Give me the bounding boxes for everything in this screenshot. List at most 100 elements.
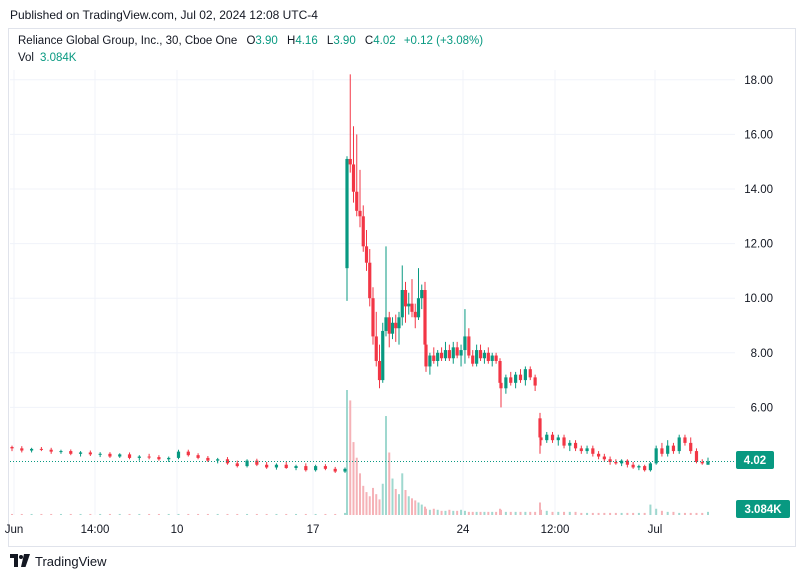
volume-bar xyxy=(255,513,258,515)
candle-body xyxy=(10,446,14,449)
price-tick-label: 16.00 xyxy=(744,129,773,141)
volume-bar xyxy=(707,511,709,515)
candle-body xyxy=(274,464,279,468)
volume-bar xyxy=(539,502,541,515)
volume-bar xyxy=(534,511,537,515)
candle-body xyxy=(494,355,498,361)
candle-body xyxy=(88,452,92,455)
candle-body xyxy=(413,311,417,318)
volume-bar xyxy=(467,511,470,515)
volume-bar xyxy=(491,511,494,515)
volume-bar xyxy=(620,512,623,515)
volume-bar xyxy=(591,512,594,515)
time-axis: Jun 14:00 10 17 24 12:00 Jul xyxy=(5,524,663,536)
candle-body xyxy=(265,464,269,468)
candle-body xyxy=(394,322,398,329)
candle-body xyxy=(573,442,578,449)
volume-bar xyxy=(425,508,427,515)
candle-body xyxy=(568,442,572,446)
candle-body xyxy=(118,454,122,457)
volume-bar xyxy=(89,513,92,515)
volume-bar xyxy=(411,498,413,515)
candle-body xyxy=(533,377,537,386)
volume-bar xyxy=(500,509,502,515)
volume-bar xyxy=(519,511,522,515)
candle-body xyxy=(539,437,543,441)
volume-bar xyxy=(524,511,527,515)
volume-bar xyxy=(157,513,160,515)
candle-body xyxy=(428,355,432,367)
chart-frame xyxy=(8,28,796,547)
volume-bar xyxy=(50,513,53,515)
candle-body xyxy=(700,462,704,464)
candle-body xyxy=(504,377,508,389)
candle-body xyxy=(29,448,34,451)
volume-bar xyxy=(79,513,82,515)
volume-bar xyxy=(563,511,566,515)
candle-body xyxy=(677,437,681,452)
candle-body xyxy=(509,377,513,383)
volume-bar xyxy=(452,510,455,515)
candle-body xyxy=(381,330,385,381)
volume-bar xyxy=(138,513,141,515)
candle-body xyxy=(614,462,618,464)
candle-body xyxy=(176,451,181,458)
candle-body xyxy=(407,303,411,307)
volume-bar xyxy=(529,511,532,515)
volume-bar xyxy=(148,513,151,515)
candle-body xyxy=(371,298,375,337)
volume-bar xyxy=(614,512,617,515)
volume-bar xyxy=(40,513,43,515)
published-header: Published on TradingView.com, Jul 02, 20… xyxy=(10,8,318,22)
volume-bar xyxy=(334,513,337,515)
axis-badges: 4.02 3.084K xyxy=(736,451,790,518)
candle-body xyxy=(694,451,699,462)
volume-bar xyxy=(359,473,361,515)
volume-bar xyxy=(314,513,317,515)
candle-body xyxy=(20,448,24,451)
volume-bar xyxy=(352,442,355,515)
volume-bar xyxy=(448,509,451,515)
volume-bar xyxy=(487,511,490,515)
candle-body xyxy=(424,344,428,367)
candle-body xyxy=(518,374,523,381)
volume-bar xyxy=(509,511,512,515)
candle-body xyxy=(523,369,527,381)
candle-body xyxy=(186,451,190,456)
volume-bar xyxy=(649,504,652,515)
tradingview-brand[interactable]: TradingView xyxy=(35,553,107,569)
volume-bar xyxy=(444,510,447,515)
volume-badge xyxy=(736,500,790,518)
volume-bar xyxy=(683,512,686,515)
candle-body xyxy=(436,352,440,361)
footer: TradingView xyxy=(10,552,107,570)
legend-symbol: Reliance Global Group, Inc., 30, Cboe On… xyxy=(18,35,238,47)
volume-bar xyxy=(609,512,612,515)
tradingview-logo-icon[interactable] xyxy=(10,554,30,568)
volume-bar xyxy=(643,512,646,515)
candle-body xyxy=(631,464,635,468)
volume-bar xyxy=(20,513,23,515)
candle-body xyxy=(528,369,532,378)
candle-body xyxy=(602,456,606,460)
volume-bar xyxy=(401,473,404,515)
candle-body xyxy=(314,466,318,471)
candle-body xyxy=(455,347,459,356)
candle-body xyxy=(127,454,132,458)
volume-bar xyxy=(324,513,327,515)
candle-body xyxy=(361,216,365,247)
candle-body xyxy=(397,317,401,329)
candle-body xyxy=(206,457,210,461)
volume-bar xyxy=(275,513,278,515)
volume-bar xyxy=(365,492,368,515)
candle-body xyxy=(643,466,647,471)
candle-body xyxy=(235,463,239,467)
candle-body xyxy=(538,418,542,438)
volume-bar xyxy=(187,513,190,515)
volume-bar xyxy=(471,511,474,515)
volume-bar xyxy=(344,512,346,515)
volume-bar xyxy=(11,513,13,515)
volume-bar xyxy=(597,512,600,515)
candle-body xyxy=(591,448,595,454)
